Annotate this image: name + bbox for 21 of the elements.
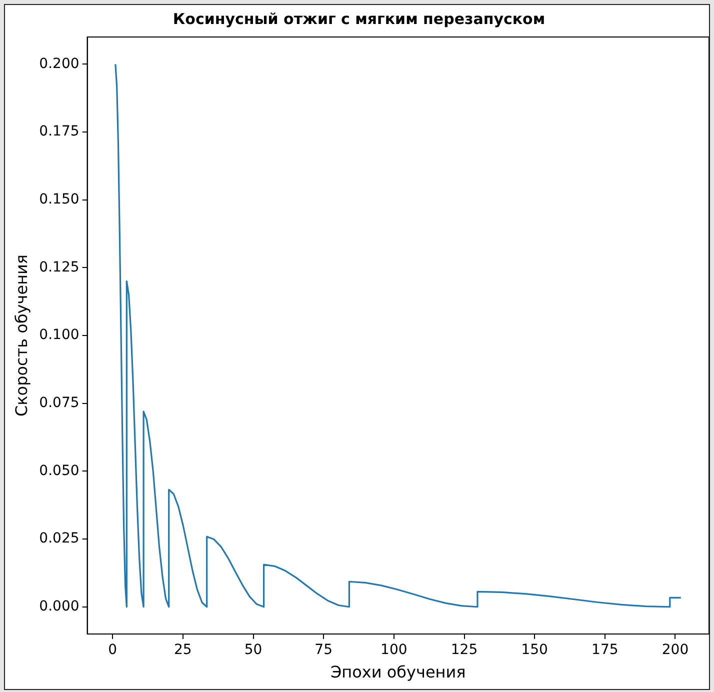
y-tick-label: 0.200	[39, 56, 80, 72]
x-tick-label: 175	[592, 642, 618, 658]
x-tick-label: 125	[450, 642, 478, 658]
x-tick-label: 150	[521, 642, 548, 658]
x-tick-label: 100	[380, 642, 408, 658]
x-tick-label: 200	[662, 642, 689, 658]
x-tick-label: 0	[108, 642, 118, 658]
y-tick-label: 0.075	[39, 394, 80, 411]
y-tick-label: 0.125	[39, 259, 80, 276]
x-axis-title: Эпохи обучения	[330, 662, 466, 682]
y-tick-label: 0.025	[39, 530, 80, 547]
y-tick-label: 0.050	[39, 462, 80, 479]
x-tick-label: 75	[314, 642, 333, 658]
y-tick-label: 0.175	[39, 124, 80, 140]
x-tick-label: 50	[244, 642, 262, 658]
y-tick-label: 0.000	[39, 598, 80, 615]
y-axis-title: Скорость обучения	[12, 254, 31, 417]
y-tick-label: 0.150	[39, 191, 80, 208]
chart-title: Косинусный отжиг с мягким перезапуском	[172, 10, 546, 28]
x-tick-label: 25	[174, 642, 192, 658]
y-tick-label: 0.100	[39, 327, 80, 344]
